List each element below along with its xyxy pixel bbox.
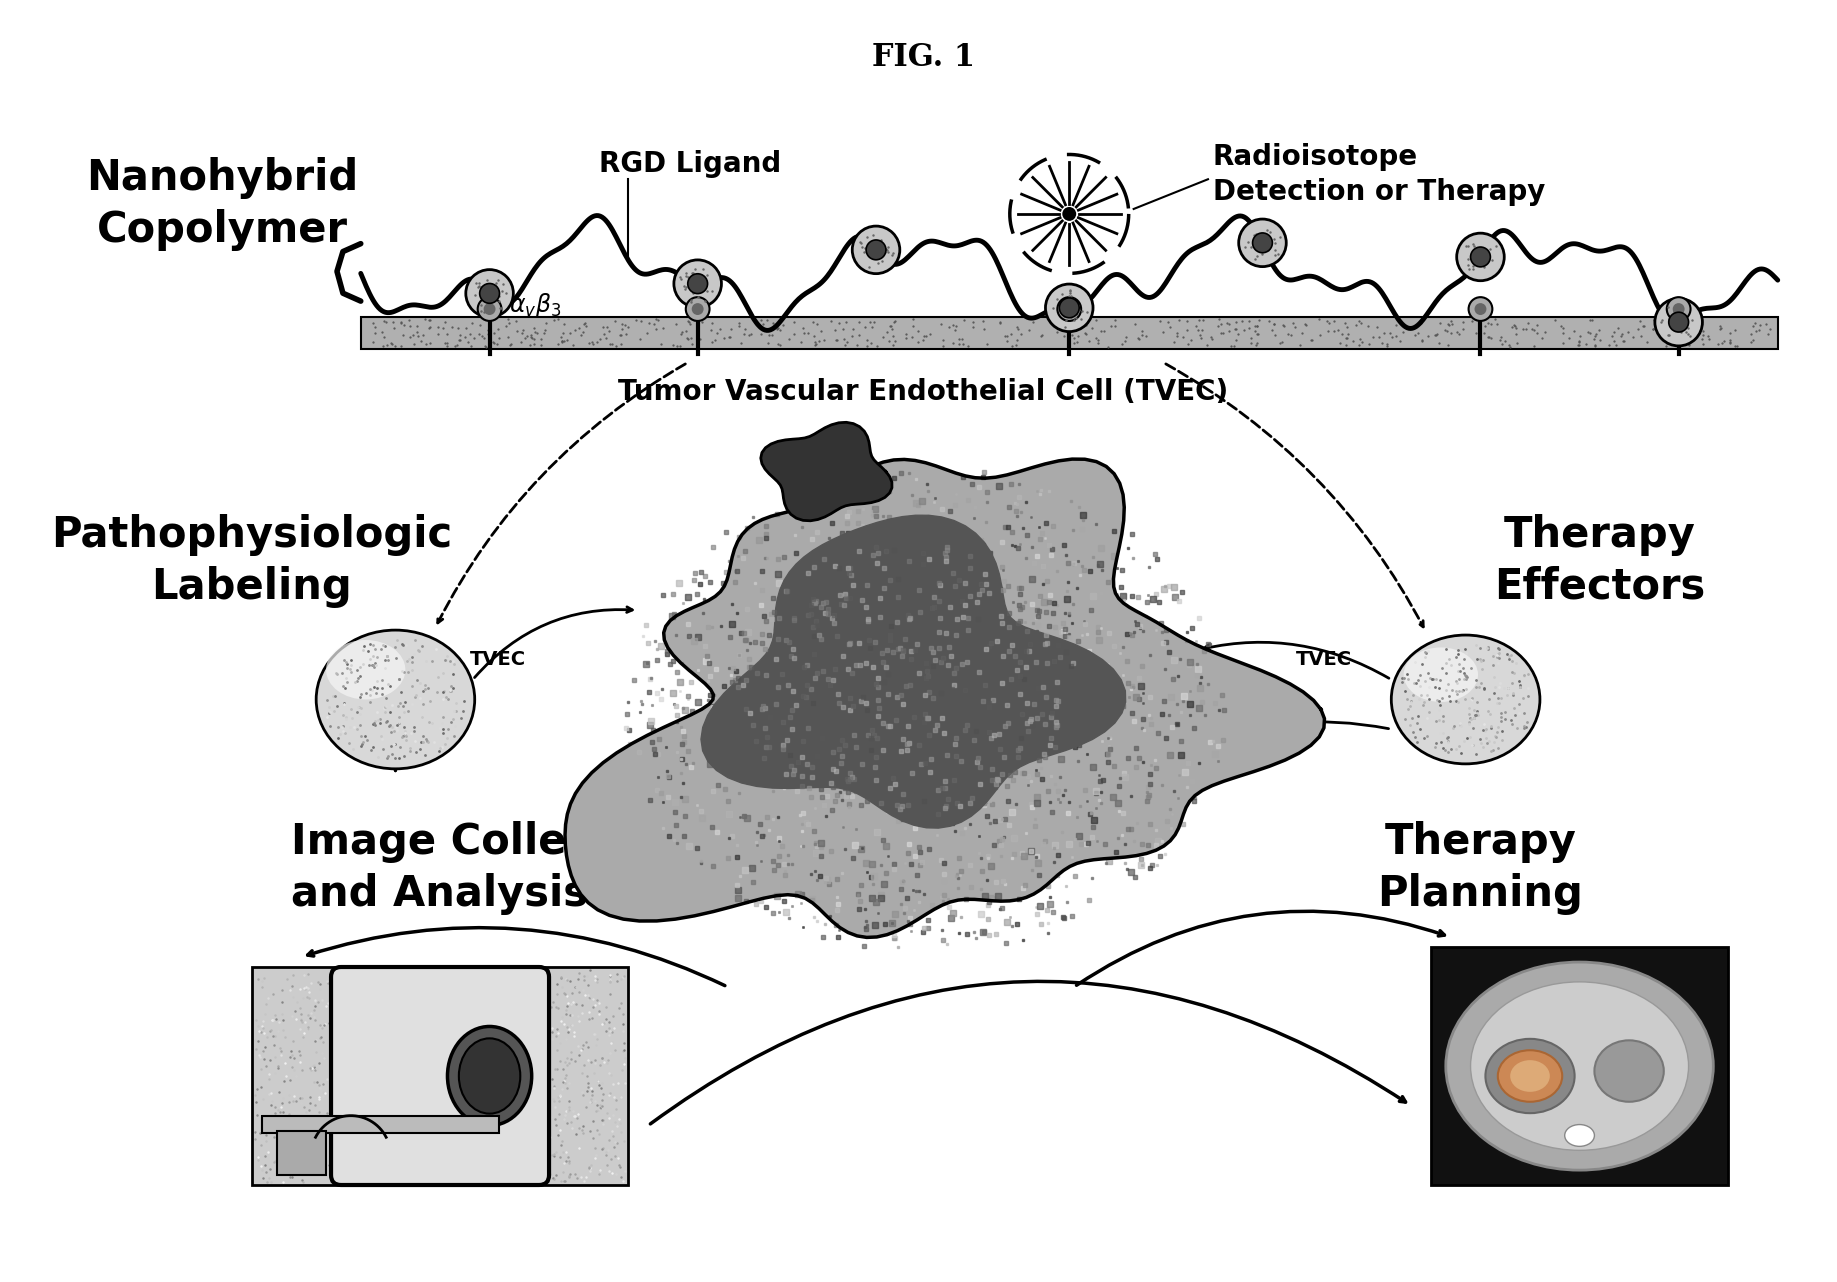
- Ellipse shape: [327, 640, 406, 700]
- Circle shape: [1468, 297, 1492, 320]
- Text: RGD Ligand: RGD Ligand: [599, 150, 781, 178]
- Ellipse shape: [1403, 647, 1479, 703]
- Ellipse shape: [1565, 1124, 1595, 1146]
- Text: TVEC: TVEC: [470, 650, 525, 669]
- Circle shape: [1475, 303, 1486, 315]
- Circle shape: [674, 260, 722, 308]
- Circle shape: [1238, 219, 1286, 267]
- Ellipse shape: [1391, 635, 1539, 764]
- Bar: [360, 317, 1778, 349]
- Circle shape: [479, 283, 500, 304]
- Polygon shape: [702, 515, 1126, 828]
- Bar: [277, 1131, 327, 1176]
- Circle shape: [483, 303, 496, 315]
- Ellipse shape: [1497, 1050, 1561, 1101]
- Ellipse shape: [1471, 982, 1688, 1150]
- Polygon shape: [566, 459, 1324, 937]
- Text: Radioisotope
Detection or Therapy: Radioisotope Detection or Therapy: [1212, 144, 1545, 205]
- Circle shape: [1253, 233, 1273, 253]
- Text: Nanohybrid
Copolymer: Nanohybrid Copolymer: [86, 158, 358, 251]
- Circle shape: [1062, 206, 1076, 221]
- Circle shape: [1674, 303, 1685, 315]
- Circle shape: [1045, 285, 1093, 332]
- Bar: [1431, 947, 1729, 1185]
- Circle shape: [852, 226, 900, 273]
- Circle shape: [1060, 297, 1078, 318]
- Circle shape: [1666, 297, 1690, 320]
- Text: Image Collection
and Analysis: Image Collection and Analysis: [292, 820, 683, 915]
- Circle shape: [687, 274, 707, 294]
- Circle shape: [1064, 303, 1075, 315]
- Circle shape: [693, 303, 704, 315]
- Ellipse shape: [1446, 962, 1714, 1170]
- Text: Tumor Vascular Endothelial Cell (TVEC): Tumor Vascular Endothelial Cell (TVEC): [619, 378, 1229, 406]
- Circle shape: [685, 297, 709, 320]
- Bar: [261, 1115, 500, 1133]
- Circle shape: [865, 240, 885, 260]
- Text: Therapy
Effectors: Therapy Effectors: [1493, 514, 1705, 608]
- Circle shape: [1457, 233, 1505, 281]
- Text: Pathophysiologic
Labeling: Pathophysiologic Labeling: [51, 514, 452, 608]
- Ellipse shape: [316, 629, 474, 769]
- Circle shape: [1668, 313, 1688, 332]
- Text: Therapy
Planning: Therapy Planning: [1378, 820, 1583, 915]
- Ellipse shape: [448, 1027, 531, 1126]
- Circle shape: [1471, 247, 1490, 267]
- Text: TVEC: TVEC: [1295, 650, 1352, 669]
- Bar: [252, 967, 628, 1185]
- FancyBboxPatch shape: [331, 967, 549, 1185]
- Circle shape: [467, 269, 513, 317]
- Circle shape: [478, 297, 502, 320]
- Polygon shape: [761, 422, 893, 520]
- Text: FIG. 1: FIG. 1: [873, 42, 975, 73]
- Ellipse shape: [1486, 1038, 1574, 1113]
- Ellipse shape: [1595, 1040, 1664, 1101]
- Text: $\alpha_v\beta_3$: $\alpha_v\beta_3$: [509, 291, 562, 319]
- Text: Cancer Target: Cancer Target: [817, 854, 1034, 882]
- Ellipse shape: [1510, 1060, 1550, 1092]
- Circle shape: [1655, 299, 1703, 346]
- Ellipse shape: [459, 1038, 520, 1114]
- Circle shape: [1058, 297, 1082, 320]
